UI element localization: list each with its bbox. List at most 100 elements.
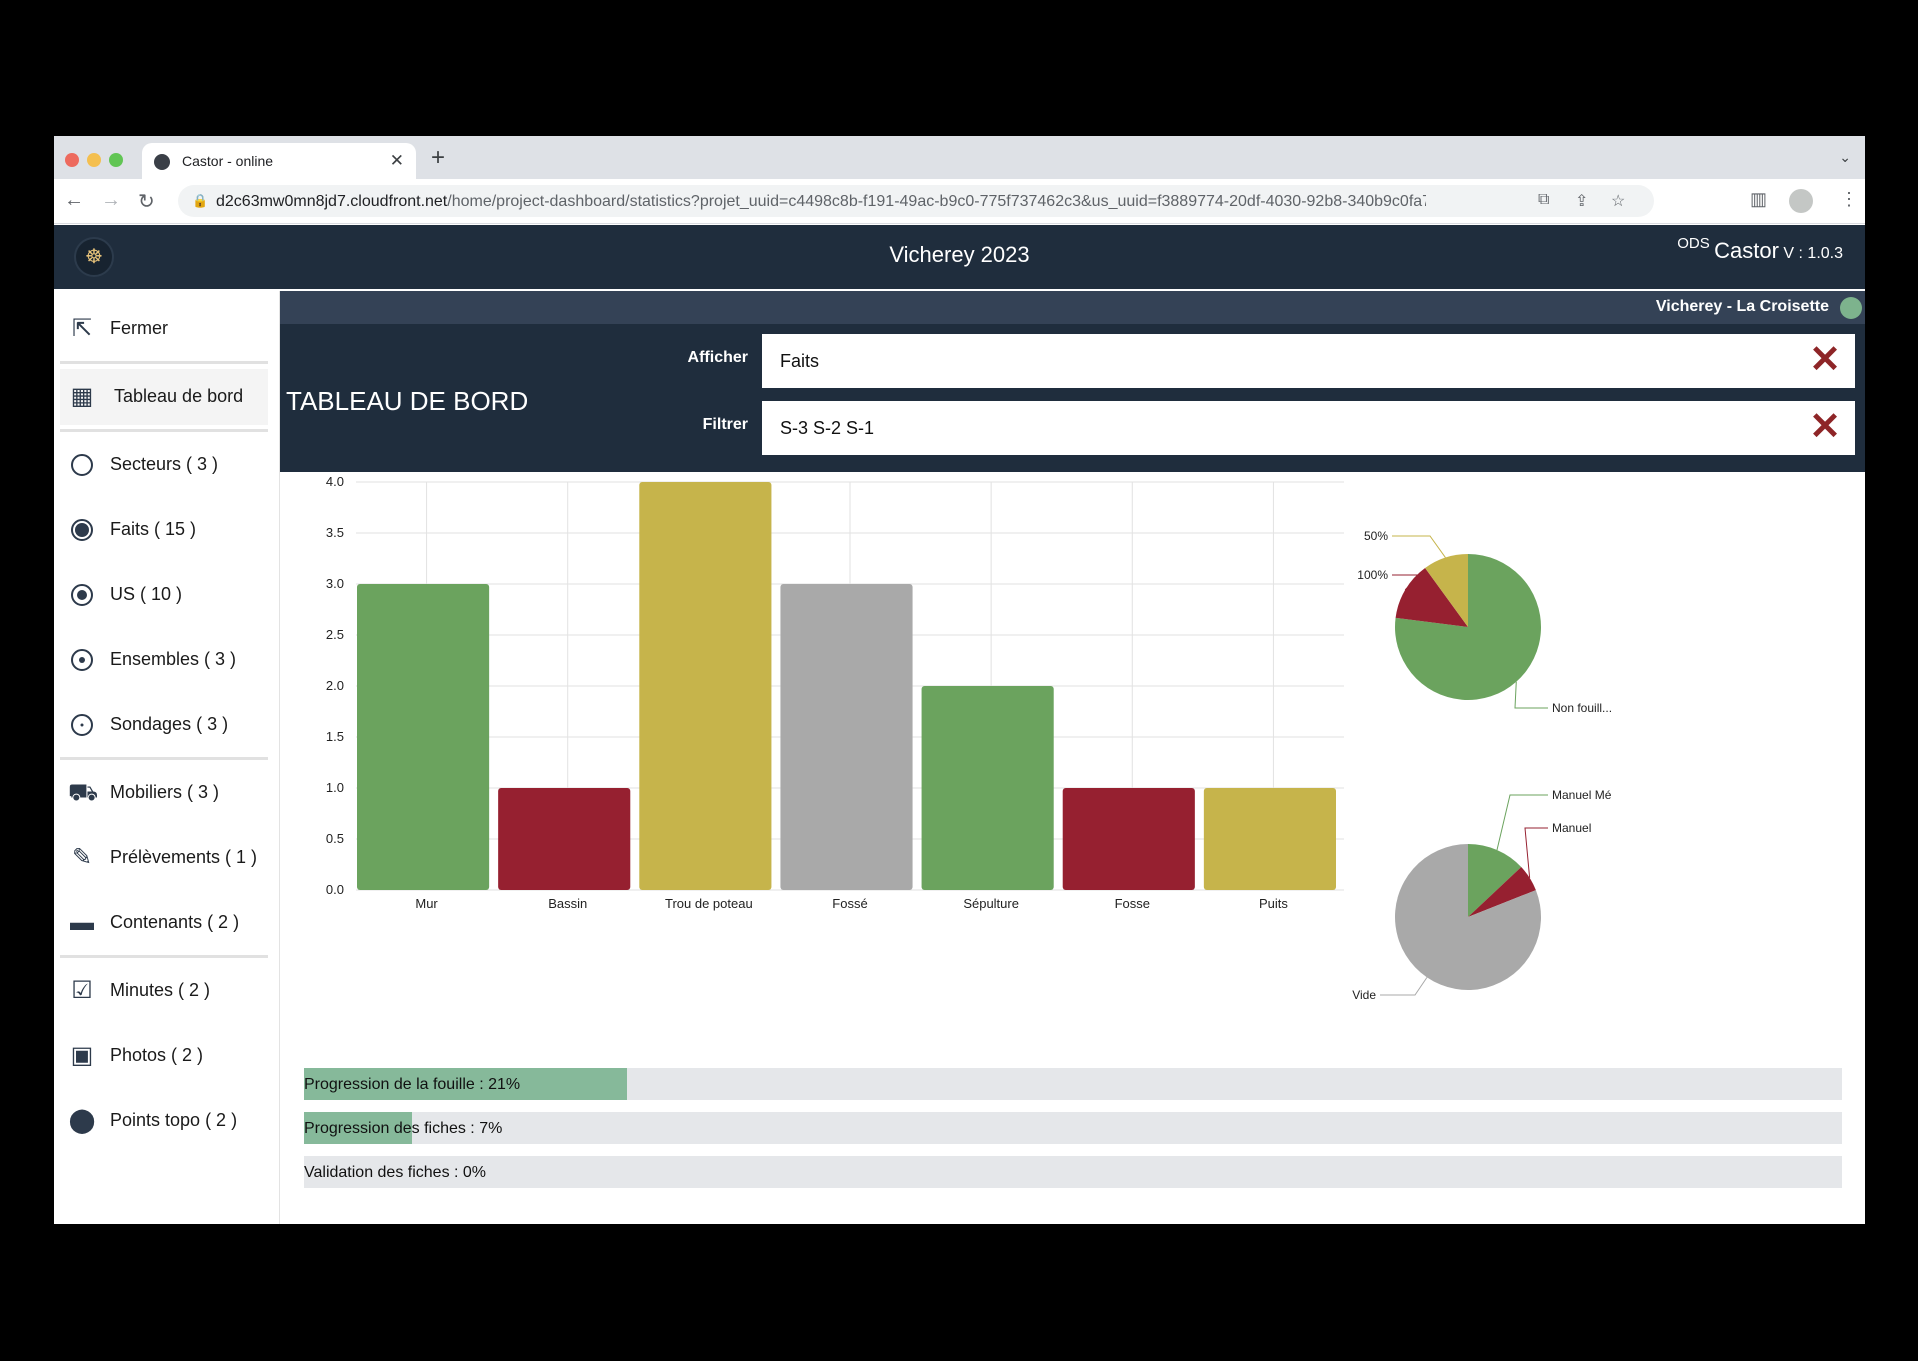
sidebar-item-label: Prélèvements ( 1 ) (110, 847, 258, 867)
browser-tab[interactable]: Castor - online ✕ (142, 143, 416, 179)
chevron-down-icon[interactable]: ⌄ (1839, 149, 1851, 165)
bar (1203, 788, 1336, 890)
filtrer-value: S-3 S-2 S-1 (780, 418, 875, 438)
minimize-window-dot[interactable] (87, 153, 101, 167)
site-name: Vicherey - La Croisette (1655, 298, 1829, 315)
sidebar-item-label: Tableau de bord (114, 386, 244, 406)
pie-leader-line (1380, 977, 1428, 996)
x-tick-label: Fossé (832, 896, 867, 911)
y-tick-label: 3.0 (326, 576, 344, 591)
filtrer-label: Filtrer (702, 416, 748, 433)
clear-filtrer-icon[interactable]: ✕ (1809, 406, 1841, 448)
pie-slice (1395, 567, 1468, 627)
sidebar-item-label: Minutes ( 2 ) (110, 980, 211, 1000)
sidebar-divider (60, 361, 268, 364)
sondage-icon (71, 714, 93, 736)
side-panel-icon[interactable]: ▥ (1750, 189, 1768, 209)
close-window-icon: ⇱ (71, 315, 93, 342)
sidebar-item-ensembles[interactable]: Ensembles ( 3 ) (60, 632, 268, 688)
new-tab-icon[interactable]: + (431, 144, 446, 171)
minute-icon: ☑ (71, 977, 93, 1004)
filtrer-select[interactable]: S-3 S-2 S-1 ✕ (762, 401, 1855, 455)
pie-leader-line (1496, 794, 1548, 851)
sidebar-item-minutes[interactable]: ☑ Minutes ( 2 ) (60, 963, 268, 1019)
afficher-select[interactable]: Faits ✕ (762, 334, 1855, 388)
fact-icon (71, 519, 93, 541)
open-external-icon[interactable]: ⧉ (1538, 191, 1550, 208)
url-text: d2c63mw0mn8jd7.cloudfront.net/home/proje… (216, 193, 1426, 210)
brand-version: V : 1.0.3 (1783, 245, 1843, 262)
sidebar-item-contenants[interactable]: ▬ Contenants ( 2 ) (60, 895, 268, 951)
address-bar[interactable]: 🔒 d2c63mw0mn8jd7.cloudfront.net/home/pro… (178, 185, 1654, 217)
y-tick-label: 2.0 (326, 678, 344, 693)
camera-icon: ▣ (70, 1042, 94, 1069)
star-icon[interactable]: ☆ (1611, 193, 1626, 210)
sidebar-item-faits[interactable]: Faits ( 15 ) (60, 502, 268, 558)
sidebar-item-tableau-de-bord[interactable]: ▦ Tableau de bord (60, 369, 268, 425)
app-brand: ODS Castor V : 1.0.3 (1677, 235, 1843, 264)
castor-logo-icon[interactable]: ☸ (74, 237, 114, 277)
pie-label: 100% (1357, 568, 1388, 582)
pie-label: Manuel (1552, 821, 1591, 835)
reload-icon[interactable]: ↻ (138, 191, 155, 213)
sidebar-item-fermer[interactable]: ⇱ Fermer (60, 301, 268, 357)
pie-leader-line (1514, 681, 1548, 709)
pie-label: 50% (1364, 529, 1388, 543)
y-tick-label: 4.0 (326, 474, 344, 489)
progress-fiches-label: Progression des fiches : 7% (304, 1120, 503, 1137)
tab-close-icon[interactable]: ✕ (389, 151, 404, 170)
sidebar: ⇱ Fermer ▦ Tableau de bord Secteurs ( 3 … (54, 291, 280, 1224)
pie-leader-line (1392, 535, 1446, 558)
share-icon[interactable]: ⇪ (1575, 193, 1589, 210)
progress-fouille: Progression de la fouille : 21% (304, 1068, 1842, 1100)
x-tick-label: Puits (1259, 896, 1288, 911)
x-tick-label: Mur (415, 896, 438, 911)
site-status-indicator (1840, 297, 1862, 319)
browser-toolbar: ← → ↻ 🔒 d2c63mw0mn8jd7.cloudfront.net/ho… (54, 179, 1865, 224)
pie-slice (1468, 867, 1536, 917)
profile-avatar-icon[interactable] (1789, 189, 1813, 213)
brand-ods: ODS (1677, 235, 1710, 252)
sidebar-item-mobiliers[interactable]: ⛟ Mobiliers ( 3 ) (60, 765, 268, 821)
sector-icon (71, 454, 93, 476)
clear-afficher-icon[interactable]: ✕ (1809, 339, 1841, 381)
maximize-window-dot[interactable] (109, 153, 123, 167)
sidebar-item-points-topo[interactable]: ⬤ Points topo ( 2 ) (60, 1093, 268, 1149)
bar (1062, 788, 1195, 890)
browser-window: Castor - online ✕ + ⌄ ← → ↻ 🔒 d2c63mw0mn… (54, 136, 1865, 1224)
progress-validation-label: Validation des fiches : 0% (304, 1164, 487, 1181)
y-tick-label: 1.0 (326, 780, 344, 795)
forward-arrow-icon[interactable]: → (101, 189, 121, 211)
progress-fiches-fill (304, 1112, 412, 1144)
sidebar-item-photos[interactable]: ▣ Photos ( 2 ) (60, 1028, 268, 1084)
sidebar-divider (60, 757, 268, 760)
x-tick-label: Sépulture (963, 896, 1019, 911)
back-arrow-icon[interactable]: ← (64, 189, 84, 211)
kebab-menu-icon[interactable]: ⋮ (1840, 189, 1858, 209)
sidebar-item-label: Mobiliers ( 3 ) (110, 782, 220, 802)
pie-label: Manuel Mé (1552, 788, 1612, 802)
box-icon: ▬ (70, 909, 94, 936)
close-window-dot[interactable] (65, 153, 79, 167)
us-icon (71, 584, 93, 606)
sidebar-item-label: Sondages ( 3 ) (110, 714, 229, 734)
progress-fiches: Progression des fiches : 7% (304, 1112, 1842, 1144)
pie-label: Non fouill... (1552, 701, 1612, 715)
pie-slice (1395, 844, 1541, 990)
x-tick-label: Bassin (548, 896, 587, 911)
sidebar-item-label: Faits ( 15 ) (110, 519, 197, 539)
pie-label: Vide (1352, 988, 1376, 1002)
ensemble-icon (71, 649, 93, 671)
sidebar-item-prelevements[interactable]: ✎ Prélèvements ( 1 ) (60, 830, 268, 886)
sidebar-item-label: Photos ( 2 ) (110, 1045, 204, 1065)
bar (639, 482, 772, 890)
x-tick-label: Fosse (1115, 896, 1150, 911)
sidebar-item-secteurs[interactable]: Secteurs ( 3 ) (60, 437, 268, 493)
y-tick-label: 3.5 (326, 525, 344, 540)
tab-strip: Castor - online ✕ + ⌄ (54, 136, 1865, 179)
pie-slice (1468, 844, 1522, 917)
page-title: TABLEAU DE BORD (286, 386, 529, 416)
sidebar-item-sondages[interactable]: Sondages ( 3 ) (60, 697, 268, 753)
site-bar: Vicherey - La Croisette (280, 291, 1865, 324)
sidebar-item-us[interactable]: US ( 10 ) (60, 567, 268, 623)
